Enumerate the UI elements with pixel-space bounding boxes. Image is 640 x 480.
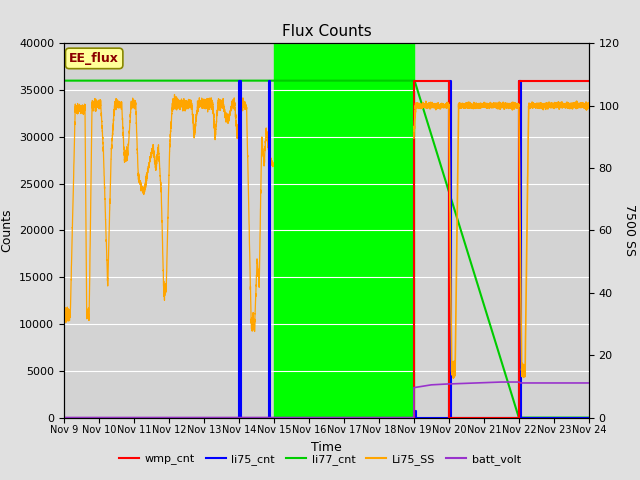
Legend: wmp_cnt, li75_cnt, li77_cnt, Li75_SS, batt_volt: wmp_cnt, li75_cnt, li77_cnt, Li75_SS, ba… bbox=[115, 450, 525, 469]
Title: Flux Counts: Flux Counts bbox=[282, 24, 371, 39]
Bar bbox=[274, 43, 414, 418]
Text: EE_flux: EE_flux bbox=[69, 52, 119, 65]
Y-axis label: 7500 SS: 7500 SS bbox=[623, 204, 636, 256]
Y-axis label: Counts: Counts bbox=[1, 209, 13, 252]
X-axis label: Time: Time bbox=[311, 441, 342, 454]
